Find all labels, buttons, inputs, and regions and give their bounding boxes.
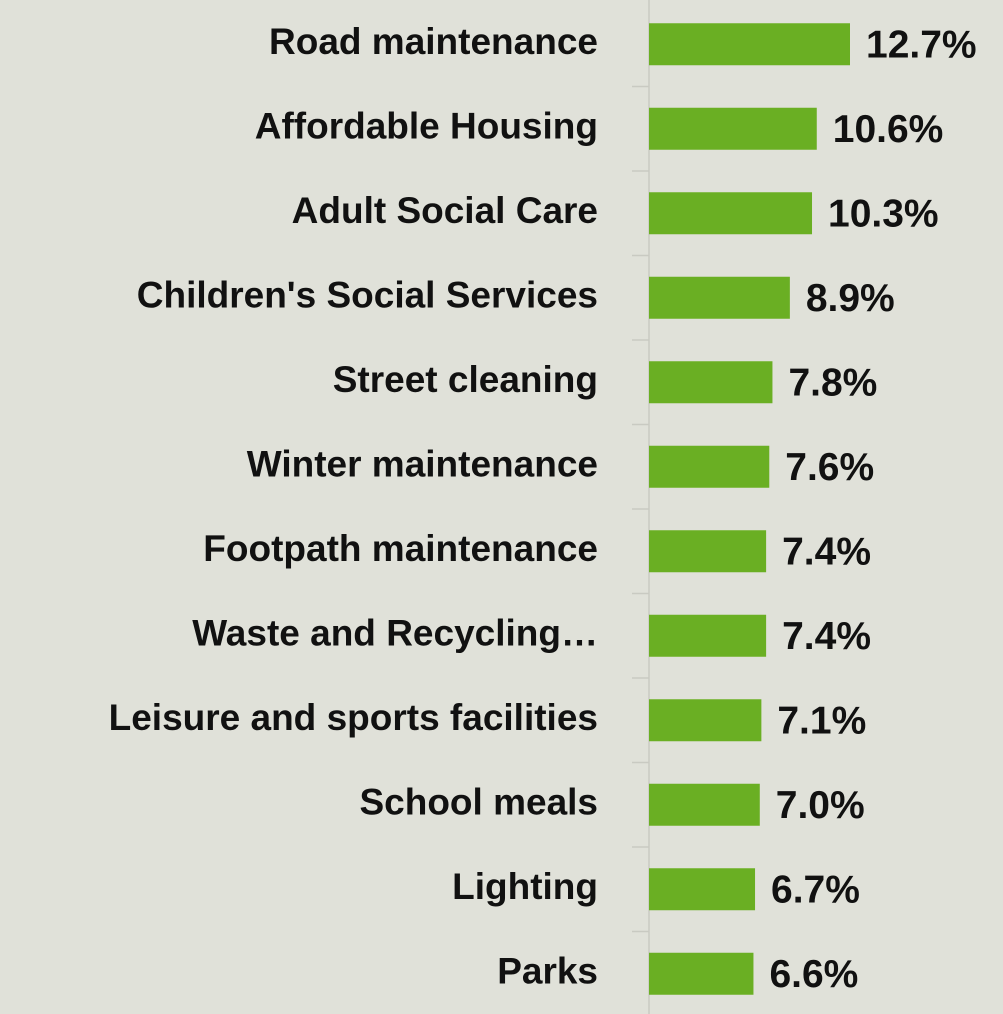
- bar: [649, 530, 767, 573]
- bar: [649, 952, 754, 995]
- category-label: Affordable Housing: [255, 106, 598, 147]
- value-label: 10.3%: [828, 193, 939, 236]
- value-label: 7.1%: [777, 700, 866, 743]
- category-label: Lighting: [452, 866, 598, 907]
- bar: [649, 614, 767, 657]
- bar: [649, 445, 770, 488]
- value-label: 7.4%: [782, 531, 871, 574]
- bar: [649, 699, 762, 742]
- value-label: 7.4%: [782, 615, 871, 658]
- category-label: Parks: [497, 951, 598, 992]
- category-label: School meals: [359, 782, 598, 823]
- category-label: Adult Social Care: [292, 190, 598, 231]
- category-label: Footpath maintenance: [203, 528, 598, 569]
- bar: [649, 783, 760, 826]
- bar: [649, 23, 850, 66]
- bar: [649, 107, 817, 150]
- value-label: 6.6%: [769, 953, 858, 996]
- bar: [649, 361, 773, 404]
- bar: [649, 276, 790, 319]
- value-label: 8.9%: [806, 277, 895, 320]
- value-label: 7.0%: [776, 784, 865, 827]
- category-label: Road maintenance: [269, 21, 598, 62]
- category-label: Leisure and sports facilities: [109, 697, 598, 738]
- category-label: Winter maintenance: [247, 444, 598, 485]
- value-label: 7.8%: [788, 362, 877, 405]
- category-label: Children's Social Services: [137, 275, 598, 316]
- category-label: Street cleaning: [333, 359, 598, 400]
- category-label: Waste and Recycling…: [192, 613, 598, 654]
- value-label: 7.6%: [785, 446, 874, 489]
- value-label: 10.6%: [833, 108, 944, 151]
- value-label: 12.7%: [866, 24, 977, 67]
- bar: [649, 192, 813, 235]
- value-label: 6.7%: [771, 869, 860, 912]
- bar: [649, 868, 756, 911]
